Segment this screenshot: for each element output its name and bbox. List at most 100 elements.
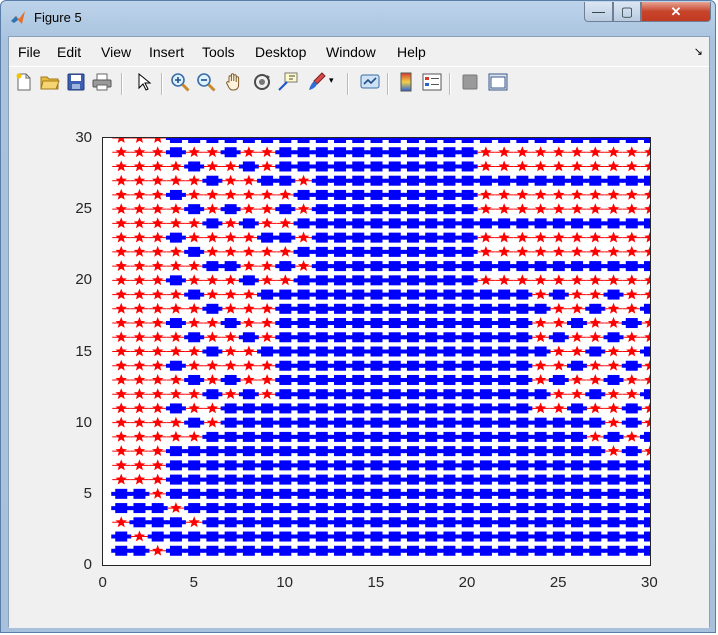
data-point-star (224, 388, 237, 400)
data-point-star (170, 260, 182, 271)
menu-help[interactable]: Help (397, 44, 426, 60)
data-point-star (297, 203, 310, 214)
menu-tools[interactable]: Tools (202, 44, 235, 60)
link-plot-icon[interactable] (359, 71, 381, 93)
data-point-star (152, 359, 164, 371)
data-point-star (644, 288, 650, 300)
data-point-star (224, 288, 237, 300)
open-file-icon[interactable] (39, 71, 61, 93)
data-point-star (133, 274, 146, 286)
data-point-star (117, 138, 125, 143)
data-point-star (644, 331, 650, 343)
dock-arrow-icon[interactable]: ↘ (693, 46, 703, 58)
data-point-star (534, 317, 547, 328)
menu-insert[interactable]: Insert (149, 44, 185, 60)
data-point-star (626, 302, 638, 314)
data-point-star (261, 317, 273, 328)
data-point-star (644, 231, 650, 243)
x-tick-label: 25 (549, 574, 567, 591)
data-point-star (115, 188, 127, 200)
rotate-3d-icon[interactable] (251, 71, 273, 93)
plot-axes[interactable] (102, 137, 651, 566)
data-point-star (644, 317, 650, 328)
legend-icon[interactable] (421, 71, 443, 93)
data-point-star (170, 245, 182, 257)
new-figure-icon[interactable] (13, 71, 35, 93)
data-point-star (279, 188, 291, 200)
data-point-star (243, 359, 255, 371)
arrow-pointer-icon[interactable] (133, 71, 155, 93)
data-point-star (589, 402, 601, 414)
menu-file[interactable]: File (18, 44, 41, 60)
minimize-button[interactable]: — (584, 2, 613, 22)
data-point-star (188, 188, 200, 200)
data-point-star (261, 245, 273, 257)
data-point-star (224, 274, 237, 286)
menu-view[interactable]: View (101, 44, 132, 60)
data-point-star (480, 188, 492, 200)
data-point-star (297, 174, 310, 186)
data-point-star (152, 544, 164, 556)
zoom-out-icon[interactable] (195, 71, 217, 93)
data-cursor-icon[interactable] (277, 71, 299, 93)
data-point-square (461, 138, 474, 143)
show-plot-tools-icon[interactable] (487, 71, 509, 93)
print-icon[interactable] (91, 71, 113, 93)
toolbar-separator (449, 73, 451, 95)
data-point-star (188, 317, 200, 328)
data-point-square (644, 138, 650, 143)
title-bar[interactable]: Figure 5 — ▢ ✕ (1, 1, 715, 35)
x-tick-label: 30 (641, 574, 658, 591)
zoom-in-icon[interactable] (169, 71, 191, 93)
data-point-star (206, 274, 219, 286)
data-point-star (534, 245, 547, 257)
data-point-star (626, 274, 638, 286)
data-point-star (243, 174, 255, 186)
data-point-star (607, 146, 620, 158)
toolbar-separator (121, 73, 123, 95)
data-point-star (571, 146, 583, 158)
data-point-star (607, 388, 620, 400)
data-point-star (607, 160, 620, 172)
menu-window[interactable]: Window (326, 44, 376, 60)
save-icon[interactable] (65, 71, 87, 93)
data-point-star (607, 274, 620, 286)
data-point-star (626, 188, 638, 200)
pan-hand-icon[interactable] (223, 71, 245, 93)
menu-edit[interactable]: Edit (57, 44, 82, 60)
data-point-star (279, 217, 291, 229)
data-point-star (152, 317, 164, 328)
data-point-star (170, 302, 182, 314)
data-point-star (170, 203, 182, 214)
data-point-star (644, 160, 650, 172)
data-point-star (644, 374, 650, 385)
maximize-button[interactable]: ▢ (613, 2, 641, 22)
toolbar-separator (387, 73, 389, 95)
data-point-square (589, 138, 602, 143)
data-point-star (170, 288, 182, 300)
brush-icon[interactable]: ▾ (305, 71, 334, 93)
data-point-star (571, 203, 583, 214)
close-button[interactable]: ✕ (641, 2, 711, 22)
figure-canvas[interactable]: 0 5 10 15 20 25 30 0 5 10 15 20 25 30 (9, 99, 709, 628)
data-point-star (170, 345, 182, 357)
data-point-star (206, 188, 219, 200)
menu-desktop[interactable]: Desktop (255, 44, 307, 60)
colorbar-icon[interactable] (395, 71, 417, 93)
brush-dropdown-icon[interactable]: ▾ (329, 75, 334, 85)
data-point-star (589, 430, 601, 442)
data-point-star (480, 245, 492, 257)
data-point-star (152, 388, 164, 400)
data-point-star (152, 487, 164, 499)
data-point-star (152, 231, 164, 243)
data-point-star (133, 416, 146, 428)
data-point-star (626, 288, 638, 300)
data-point-star (115, 402, 127, 414)
data-point-star (152, 146, 164, 158)
data-point-star (534, 203, 547, 214)
hide-plot-tools-icon[interactable] (459, 71, 481, 93)
data-point-star (115, 516, 127, 528)
data-point-square (625, 138, 638, 143)
data-point-star (626, 231, 638, 243)
data-point-star (188, 430, 200, 442)
